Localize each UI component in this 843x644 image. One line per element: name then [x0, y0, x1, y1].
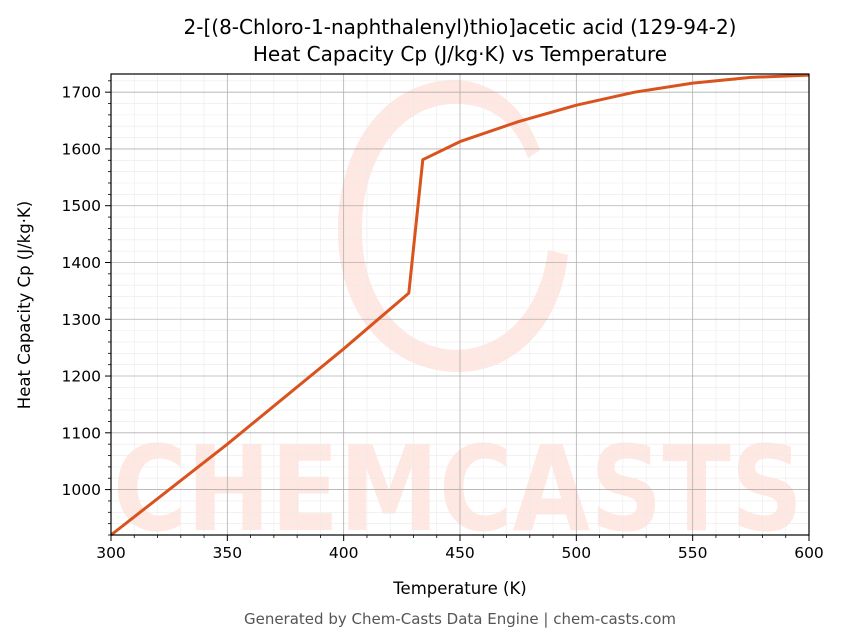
- x-tick-label: 400: [329, 544, 359, 562]
- x-tick-label: 350: [213, 544, 243, 562]
- x-tick-label: 550: [678, 544, 708, 562]
- watermark-text: CHEMCASTS: [113, 420, 803, 558]
- x-axis-label: Temperature (K): [392, 579, 526, 598]
- chart-subtitle: Heat Capacity Cp (J/kg·K) vs Temperature: [253, 42, 667, 66]
- y-tick-label: 1500: [62, 197, 101, 215]
- series-line: [110, 73, 810, 537]
- x-tick-label: 300: [96, 544, 126, 562]
- watermark-c-shape: [338, 79, 568, 373]
- y-axis-label: Heat Capacity Cp (J/kg·K): [15, 201, 34, 409]
- y-tick-label: 1600: [62, 140, 101, 158]
- y-axis: 1000 1100 1200 1300 1400 1500 1600 1700: [62, 80, 111, 536]
- data-series: [110, 73, 810, 537]
- x-tick-label: 450: [445, 544, 475, 562]
- y-tick-label: 1200: [62, 368, 101, 386]
- y-tick-label: 1700: [62, 84, 101, 102]
- y-tick-label: 1300: [62, 311, 101, 329]
- footer-credit: Generated by Chem-Casts Data Engine | ch…: [244, 610, 676, 628]
- chart-title: 2-[(8-Chloro-1-naphthalenyl)thio]acetic …: [184, 15, 737, 39]
- x-axis: 300 350 400 450 500 550 600: [96, 535, 824, 562]
- y-tick-label: 1000: [62, 481, 101, 499]
- x-tick-label: 600: [794, 544, 824, 562]
- y-tick-label: 1400: [62, 254, 101, 272]
- y-tick-label: 1100: [62, 424, 101, 442]
- x-tick-label: 500: [562, 544, 592, 562]
